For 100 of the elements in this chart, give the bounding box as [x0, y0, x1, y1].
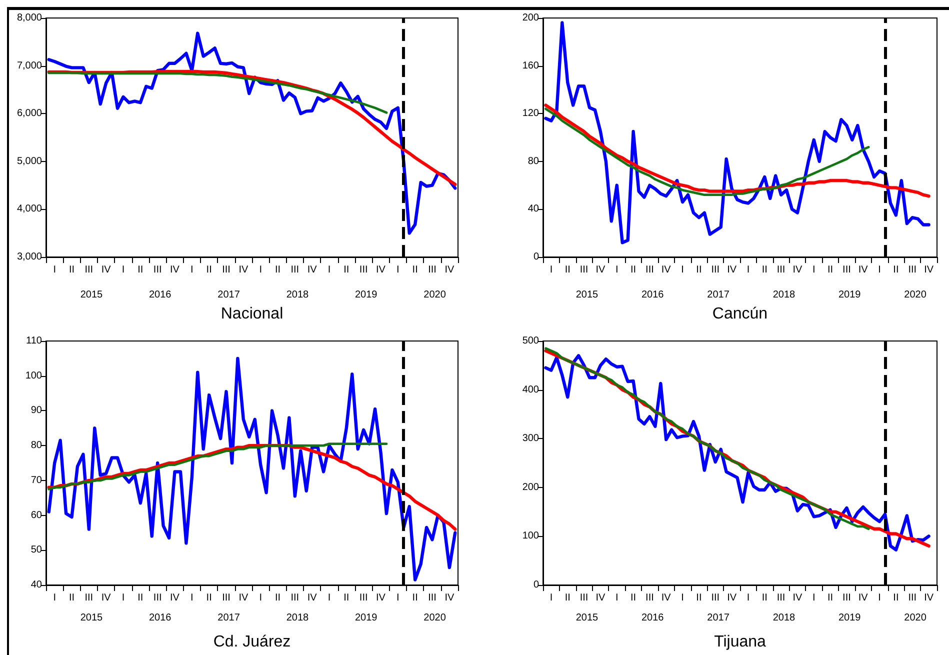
x-tick-label: III — [842, 592, 851, 604]
x-tick-label: II — [828, 264, 834, 276]
x-tick-label: II — [206, 264, 212, 276]
y-tick-label: 160 — [522, 60, 540, 72]
x-tick-label: I — [53, 264, 56, 276]
y-tick-label: 80 — [30, 440, 42, 452]
y-tick-label: 500 — [522, 336, 540, 346]
x-tick-label: III — [290, 592, 300, 604]
x-tick-label: IV — [858, 264, 868, 276]
text: 2020 — [904, 612, 927, 624]
x-tick-label: II — [412, 592, 418, 604]
y-tick-label: 6,000 — [16, 108, 42, 120]
x-tick-label: III — [84, 264, 94, 276]
x-tick-label: III — [908, 592, 917, 604]
x-tick-label: III — [711, 592, 720, 604]
x-tick-label: III — [776, 264, 786, 276]
x-tick-label: I — [53, 592, 56, 604]
x-tick-label: I — [259, 264, 262, 276]
x-tick-label: IV — [661, 592, 672, 604]
x-tick-label: I — [190, 592, 194, 604]
x-tick-label: I — [681, 592, 684, 604]
line-series — [47, 32, 457, 235]
x-tick-label: II — [274, 592, 281, 604]
x-tick-label: IV — [101, 592, 112, 604]
x-tick-label: I — [878, 592, 881, 604]
line-series — [544, 108, 870, 196]
text: 2018 — [772, 612, 796, 624]
text: 2019 — [838, 290, 862, 300]
x-tick-label: III — [842, 264, 851, 276]
x-tick-label: IV — [661, 264, 672, 276]
text: 2015 — [576, 612, 599, 624]
x-tick-label: II — [762, 264, 768, 276]
x-tick-label: III — [153, 264, 162, 276]
x-tick-label: III — [153, 592, 162, 604]
line-series — [48, 72, 388, 114]
x-tick-label: I — [550, 592, 553, 604]
x-tick-label: I — [396, 592, 400, 604]
x-tick-label: III — [908, 264, 917, 276]
text: 2017 — [218, 612, 240, 624]
y-tick-label: 90 — [30, 405, 42, 416]
x-tick-label: II — [828, 592, 834, 604]
x-tick-label: IV — [170, 592, 180, 604]
x-tick-label: II — [630, 592, 636, 604]
y-tick-label: 5,000 — [16, 156, 42, 167]
line-series — [544, 347, 870, 530]
x-tick-label: II — [630, 264, 636, 276]
x-tick-label: I — [550, 264, 553, 276]
x-tick-label: II — [564, 592, 570, 604]
y-tick-label: 70 — [30, 474, 42, 486]
x-tick-label: I — [812, 592, 816, 604]
x-tick-label: I — [746, 264, 750, 276]
x-tick-label: IV — [792, 264, 803, 276]
x-tick-label: III — [711, 264, 720, 276]
x-tick-label: I — [190, 264, 194, 276]
y-tick-label: 50 — [30, 544, 42, 556]
text: 2015 — [80, 290, 104, 300]
x-axis-title: Cd. Juárez — [213, 634, 291, 650]
line-series — [544, 21, 930, 244]
y-tick-label: 100 — [522, 530, 540, 542]
line-series — [47, 356, 457, 582]
x-tick-label: IV — [792, 592, 803, 604]
x-tick-label: II — [68, 264, 75, 276]
x-tick-label: IV — [444, 592, 454, 604]
x-tick-label: II — [138, 592, 144, 604]
x-tick-label: III — [84, 592, 94, 604]
x-tick-label: IV — [238, 592, 248, 604]
text: 2019 — [355, 612, 378, 624]
x-tick-label: IV — [924, 264, 934, 276]
line-series — [544, 104, 930, 198]
text: 2015 — [576, 290, 599, 300]
x-tick-label: III — [290, 264, 300, 276]
y-tick-label: 4,000 — [16, 204, 42, 215]
x-tick-label: II — [564, 264, 570, 276]
x-tick-label: III — [222, 592, 230, 604]
text: 2020 — [424, 612, 446, 624]
x-tick-label: IV — [444, 264, 454, 276]
x-tick-label: III — [428, 592, 436, 604]
text: 2017 — [707, 290, 730, 300]
x-axis-title: Nacional — [220, 306, 284, 322]
text: 2016 — [149, 290, 172, 300]
x-tick-label: II — [68, 592, 75, 604]
x-tick-label: IV — [596, 264, 606, 276]
x-tick-label: III — [580, 592, 588, 604]
y-tick-label: 80 — [528, 156, 540, 167]
x-tick-label: II — [762, 592, 768, 604]
text: 2019 — [838, 612, 862, 624]
x-tick-label: II — [696, 592, 702, 604]
y-tick-label: 7,000 — [16, 60, 42, 72]
x-tick-label: IV — [858, 592, 868, 604]
x-tick-label: IV — [307, 264, 318, 276]
text: 2019 — [355, 290, 378, 300]
x-tick-label: III — [776, 592, 786, 604]
x-tick-label: I — [259, 592, 262, 604]
text: 2017 — [218, 290, 240, 300]
text: 2020 — [904, 290, 927, 300]
text: 2018 — [286, 612, 310, 624]
x-axis-title: Cancún — [712, 306, 768, 322]
x-tick-label: IV — [376, 592, 386, 604]
y-tick-label: 60 — [30, 510, 42, 521]
y-tick-label: 3,000 — [16, 252, 42, 262]
